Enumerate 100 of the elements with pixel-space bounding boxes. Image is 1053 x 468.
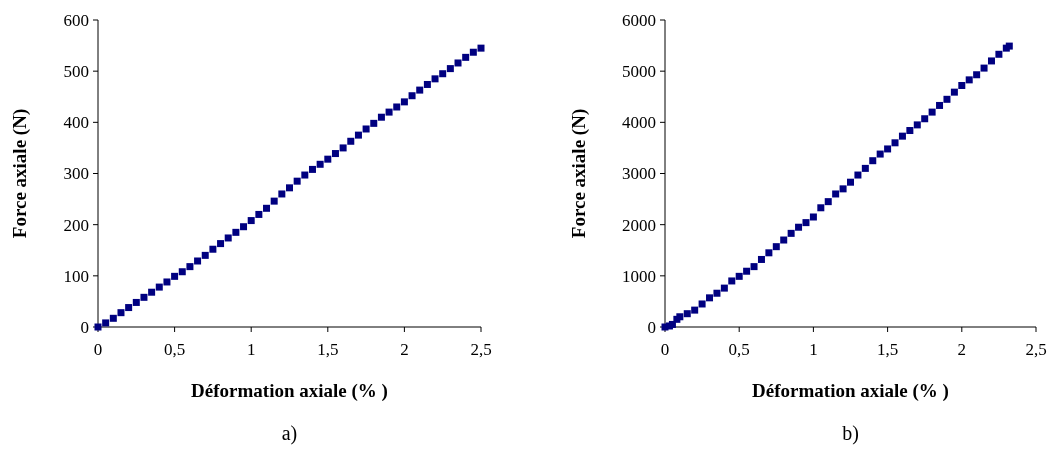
y-tick-label: 100 <box>63 266 89 286</box>
point <box>446 65 454 73</box>
point <box>431 75 439 83</box>
point <box>765 249 773 257</box>
point <box>339 144 347 152</box>
point <box>362 125 370 133</box>
x-tick-label: 1 <box>809 340 818 359</box>
x-tick-label: 0 <box>93 340 103 359</box>
point <box>324 155 332 163</box>
point <box>217 240 225 248</box>
point <box>809 213 817 221</box>
point <box>691 306 699 314</box>
point <box>477 44 485 52</box>
x-tick-label: 0,5 <box>163 340 186 359</box>
point <box>462 53 470 61</box>
y-tick-label: 0 <box>647 317 656 337</box>
point <box>171 272 179 280</box>
point <box>347 137 355 145</box>
point <box>232 228 240 236</box>
point <box>720 284 728 292</box>
point <box>194 257 202 265</box>
y-axis-title: Force axiale (N) <box>568 108 590 239</box>
y-tick-label: 400 <box>63 113 89 133</box>
x-tick-label: 2,5 <box>470 340 492 359</box>
point <box>728 277 736 285</box>
point <box>936 101 944 109</box>
point <box>209 245 217 253</box>
x-tick-label: 2 <box>400 340 409 359</box>
y-tick-label: 200 <box>63 215 89 235</box>
point <box>102 319 110 327</box>
point <box>683 310 691 318</box>
point <box>891 139 899 147</box>
point <box>278 190 286 198</box>
point <box>713 289 721 297</box>
text: b) <box>842 422 859 445</box>
point <box>884 145 892 153</box>
point <box>370 119 378 127</box>
point <box>824 198 832 206</box>
point <box>163 278 171 286</box>
point <box>186 263 194 271</box>
x-axis-title: Déformation axiale (% ) <box>752 380 949 402</box>
point <box>155 283 163 291</box>
y-tick-label: 1000 <box>622 266 656 286</box>
point <box>735 272 743 280</box>
point <box>255 210 263 218</box>
point <box>354 131 362 139</box>
x-tick-label: 0,5 <box>728 340 750 359</box>
point <box>408 92 416 100</box>
point <box>416 86 424 94</box>
point <box>240 223 248 231</box>
point <box>950 88 958 96</box>
point <box>869 157 877 165</box>
point <box>439 70 447 78</box>
point <box>377 113 385 121</box>
y-tick-label: 500 <box>63 62 89 82</box>
point <box>802 219 810 227</box>
point <box>995 50 1003 58</box>
point <box>270 197 278 205</box>
point <box>757 255 765 263</box>
point <box>469 48 477 56</box>
y-tick-label: 6000 <box>622 10 656 30</box>
x-tick-label: 1,5 <box>317 340 339 359</box>
point <box>832 190 840 198</box>
point <box>847 178 854 186</box>
point <box>400 98 408 106</box>
point <box>839 185 847 193</box>
point <box>898 132 906 140</box>
point <box>750 263 758 271</box>
x-tick-label: 1,5 <box>876 340 899 359</box>
y-tick-label: 5000 <box>622 62 656 82</box>
text: a) <box>281 422 298 445</box>
y-tick-label: 0 <box>80 317 89 337</box>
point <box>132 298 140 306</box>
point <box>958 81 966 89</box>
point <box>140 293 148 301</box>
point <box>698 300 706 308</box>
point <box>301 171 309 179</box>
point <box>201 251 209 259</box>
point <box>308 165 316 173</box>
point <box>293 177 301 185</box>
point <box>772 243 780 251</box>
point <box>331 150 339 158</box>
point <box>178 268 186 276</box>
x-tick-label: 2,5 <box>1025 340 1047 359</box>
point <box>780 236 788 244</box>
point <box>454 59 462 67</box>
point <box>286 184 293 192</box>
point <box>980 64 988 72</box>
point <box>263 204 271 212</box>
point <box>921 115 929 123</box>
point <box>943 95 951 103</box>
point <box>224 234 232 242</box>
point <box>706 294 714 302</box>
x-tick-label: 1 <box>246 340 256 359</box>
point <box>854 171 862 179</box>
point <box>965 76 973 84</box>
point <box>876 150 884 158</box>
point <box>987 57 995 65</box>
point <box>393 103 401 111</box>
point <box>787 229 795 237</box>
